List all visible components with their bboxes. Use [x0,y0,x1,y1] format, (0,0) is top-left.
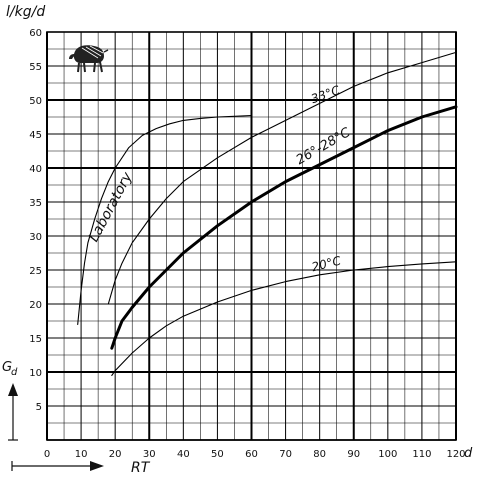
y-arrow-icon [8,383,18,396]
x-axis-title-group: RT [11,460,151,476]
y-tick-label: 25 [29,266,42,277]
series-line [110,105,458,350]
series-line [77,115,253,325]
y-tick-label: 45 [29,130,42,141]
plot-frame [46,31,457,441]
x-tick-label: 30 [143,449,156,460]
series-label: Laboratory [86,169,136,244]
series-group [77,51,458,376]
y-tick-label: 55 [29,62,42,73]
x-tick-label: 40 [177,449,190,460]
y-axis-ticks: 5 10 15 20 25 30 35 40 45 50 55 60 [29,28,42,413]
x-tick-label: 120 [446,449,465,460]
y-tick-label: 20 [29,300,42,311]
y-tick-label: 60 [29,28,42,39]
x-tick-label: 80 [313,449,326,460]
series-label: 20°C [310,253,343,274]
y-tick-label: 35 [29,198,42,209]
y-tick-label: 40 [29,164,42,175]
y-tick-label: 10 [29,368,42,379]
x-arrow-icon [90,461,104,471]
x-tick-label: 90 [347,449,360,460]
y-axis-title: l/kg/d [6,4,45,20]
x-tick-label: 50 [211,449,224,460]
y-tick-label: 15 [29,334,42,345]
y-symbol-subscript: d [11,367,18,378]
y-symbol: G [2,360,12,375]
y-tick-label: 5 [36,402,42,413]
x-unit-label: d [464,446,473,461]
x-tick-label: 110 [412,449,431,460]
x-axis-title: RT [131,460,151,476]
bison-icon [69,45,109,73]
series-line [111,261,457,376]
x-tick-label: 100 [378,449,397,460]
y-tick-label: 50 [29,96,42,107]
x-tick-label: 20 [109,449,122,460]
x-tick-label: 60 [245,449,258,460]
x-tick-label: 0 [44,449,50,460]
y-axis-title-group: G d [2,360,18,441]
series-line [107,51,457,305]
x-tick-label: 70 [279,449,292,460]
y-tick-label: 30 [29,232,42,243]
x-axis-ticks: 0 10 20 30 40 50 60 70 80 90 100 110 120 [44,449,466,460]
grid [46,31,457,441]
series-label: 33°C [309,83,342,107]
x-tick-label: 10 [75,449,88,460]
